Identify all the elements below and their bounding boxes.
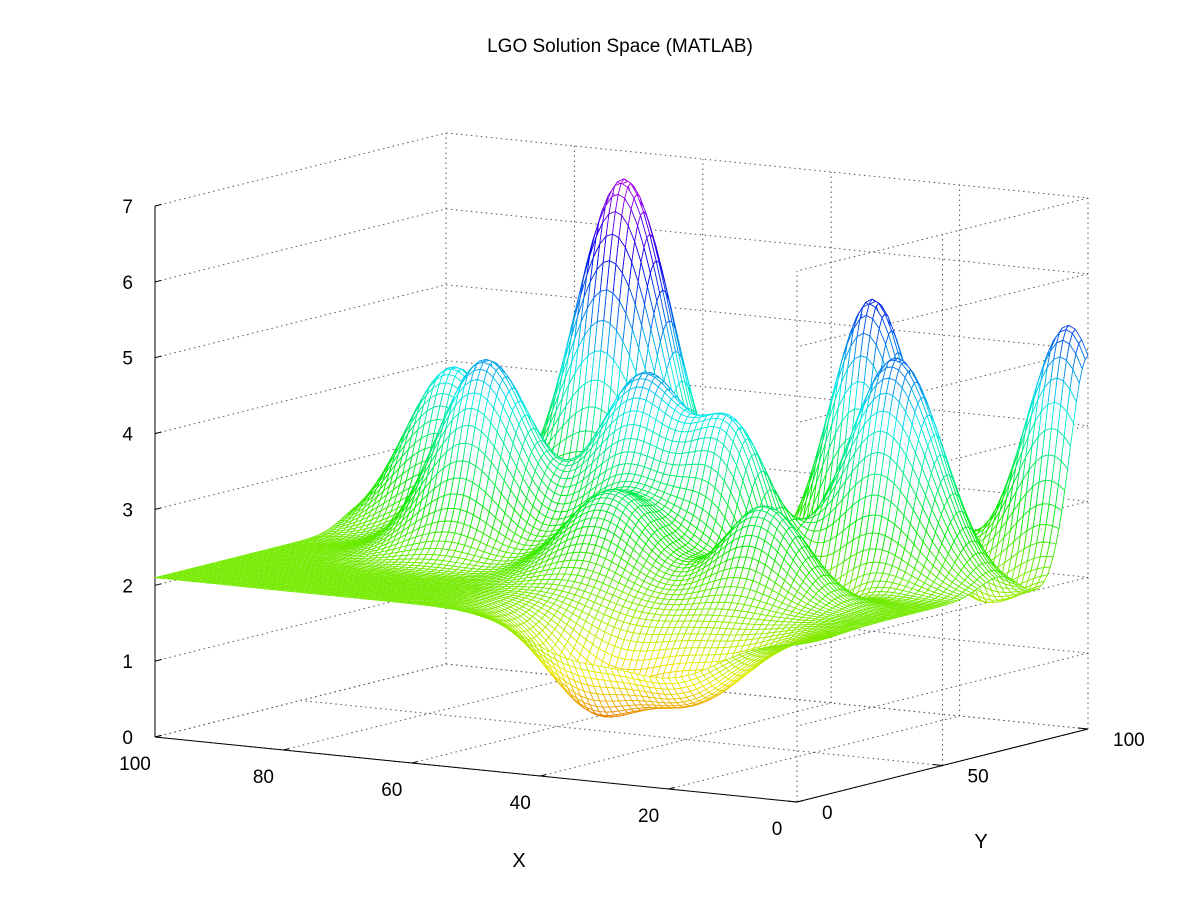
- right-wall-grid-z-7: [796, 197, 1089, 272]
- z-tick-6: [154, 279, 162, 283]
- z-tick-3: [154, 507, 162, 510]
- z-tick-label-6: 6: [122, 273, 133, 294]
- x-tick-2: [540, 774, 547, 777]
- right-wall-grid-z-6: [796, 273, 1089, 348]
- z-tick-label-0: 0: [122, 728, 133, 749]
- left-wall-grid-z-0: [154, 663, 447, 738]
- z-tick-5: [154, 355, 162, 359]
- x-tick-label-2: 40: [510, 793, 531, 814]
- right-wall-grid-z-2: [796, 576, 1089, 651]
- z-tick-2: [154, 583, 162, 586]
- z-tick-0: [154, 734, 162, 738]
- x-axis-line: [154, 736, 798, 803]
- right-wall-grid-z-1: [796, 652, 1089, 727]
- floor-grid-x-4: [283, 676, 575, 751]
- surface-mesh: [154, 178, 1089, 718]
- x-tick-label-4: 80: [253, 767, 274, 788]
- y-tick-1: [932, 764, 943, 766]
- z-tick-label-7: 7: [122, 197, 133, 218]
- floor-grid-x-2: [540, 702, 832, 777]
- x-tick-1: [668, 787, 675, 790]
- z-tick-4: [154, 431, 162, 435]
- left-wall-grid-z-5: [154, 284, 447, 359]
- z-tick-1: [154, 659, 162, 662]
- y-tick-2: [1078, 727, 1089, 730]
- x-tick-0: [796, 800, 803, 803]
- x-tick-label-3: 60: [381, 780, 402, 801]
- x-tick-4: [283, 748, 290, 751]
- x-tick-3: [411, 761, 418, 764]
- y-tick-label-0: 0: [822, 803, 833, 824]
- y-tick-0: [787, 800, 798, 803]
- axes: 0 20 40 60 80 100 0 50 100 0 1 2 3 4 5 6 7: [119, 197, 1145, 840]
- left-wall-grid-z-4: [154, 360, 447, 435]
- left-wall-grid-z-7: [154, 132, 447, 207]
- z-tick-label-2: 2: [122, 576, 133, 597]
- z-tick-label-1: 1: [122, 652, 133, 673]
- y-tick-label-1: 50: [968, 767, 989, 788]
- left-wall-grid-z-6: [154, 208, 447, 283]
- x-tick-label-5: 100: [119, 754, 151, 775]
- z-tick-label-4: 4: [122, 425, 133, 446]
- z-tick-7: [154, 203, 162, 207]
- z-tick-label-5: 5: [122, 349, 133, 370]
- y-tick-label-2: 100: [1113, 730, 1145, 751]
- x-tick-label-0: 0: [772, 819, 783, 840]
- z-tick-label-3: 3: [122, 500, 133, 521]
- x-tick-label-1: 20: [638, 806, 659, 827]
